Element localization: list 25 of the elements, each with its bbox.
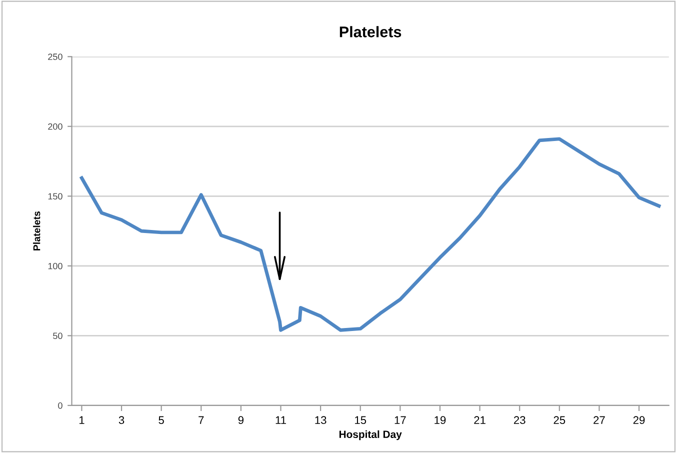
- y-tick-label: 150: [48, 193, 62, 200]
- x-tick-label: 29: [633, 416, 645, 424]
- x-tick-label: 23: [514, 416, 526, 424]
- x-tick-label: 25: [554, 416, 566, 424]
- y-tick-label: 50: [53, 332, 62, 340]
- y-tick-label: 200: [48, 123, 62, 130]
- y-tick-label: 100: [48, 262, 62, 270]
- x-tick-label: 21: [474, 416, 486, 424]
- x-axis-title: Hospital Day: [339, 430, 402, 440]
- x-tick-label: 1: [79, 416, 84, 424]
- x-tick-label: 13: [315, 416, 326, 424]
- line-series: [80, 137, 661, 332]
- y-axis-title: Platelets: [33, 211, 40, 250]
- x-tick-label: 9: [238, 416, 244, 424]
- x-tick-label: 27: [594, 416, 605, 424]
- y-tick-label: 0: [58, 402, 62, 409]
- x-tick-label: 11: [276, 416, 286, 424]
- y-tick-label: 250: [48, 54, 62, 60]
- x-tick-label: 3: [118, 416, 124, 424]
- x-tick-label: 19: [434, 416, 446, 424]
- x-tick-label: 17: [394, 416, 406, 424]
- x-tick-label: 15: [355, 416, 366, 424]
- chart-title: Platelets: [340, 26, 402, 38]
- x-tick-label: 5: [158, 416, 164, 424]
- x-tick-label: 7: [198, 416, 204, 424]
